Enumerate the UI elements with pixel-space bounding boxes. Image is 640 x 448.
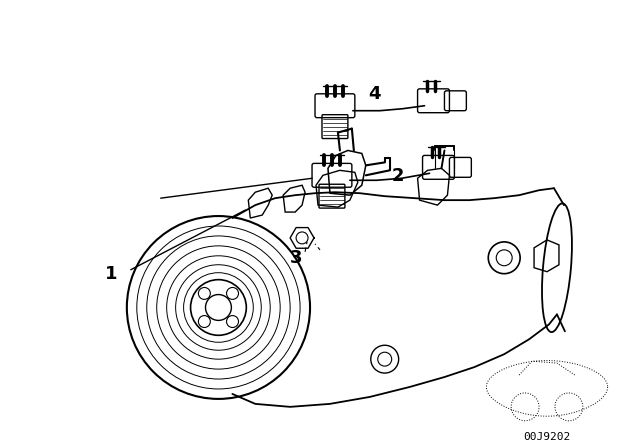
Text: 2: 2 xyxy=(392,167,404,185)
Text: 4: 4 xyxy=(369,85,381,103)
Text: 3: 3 xyxy=(290,249,302,267)
Text: 00J9202: 00J9202 xyxy=(524,432,571,442)
Text: 1: 1 xyxy=(105,265,117,283)
